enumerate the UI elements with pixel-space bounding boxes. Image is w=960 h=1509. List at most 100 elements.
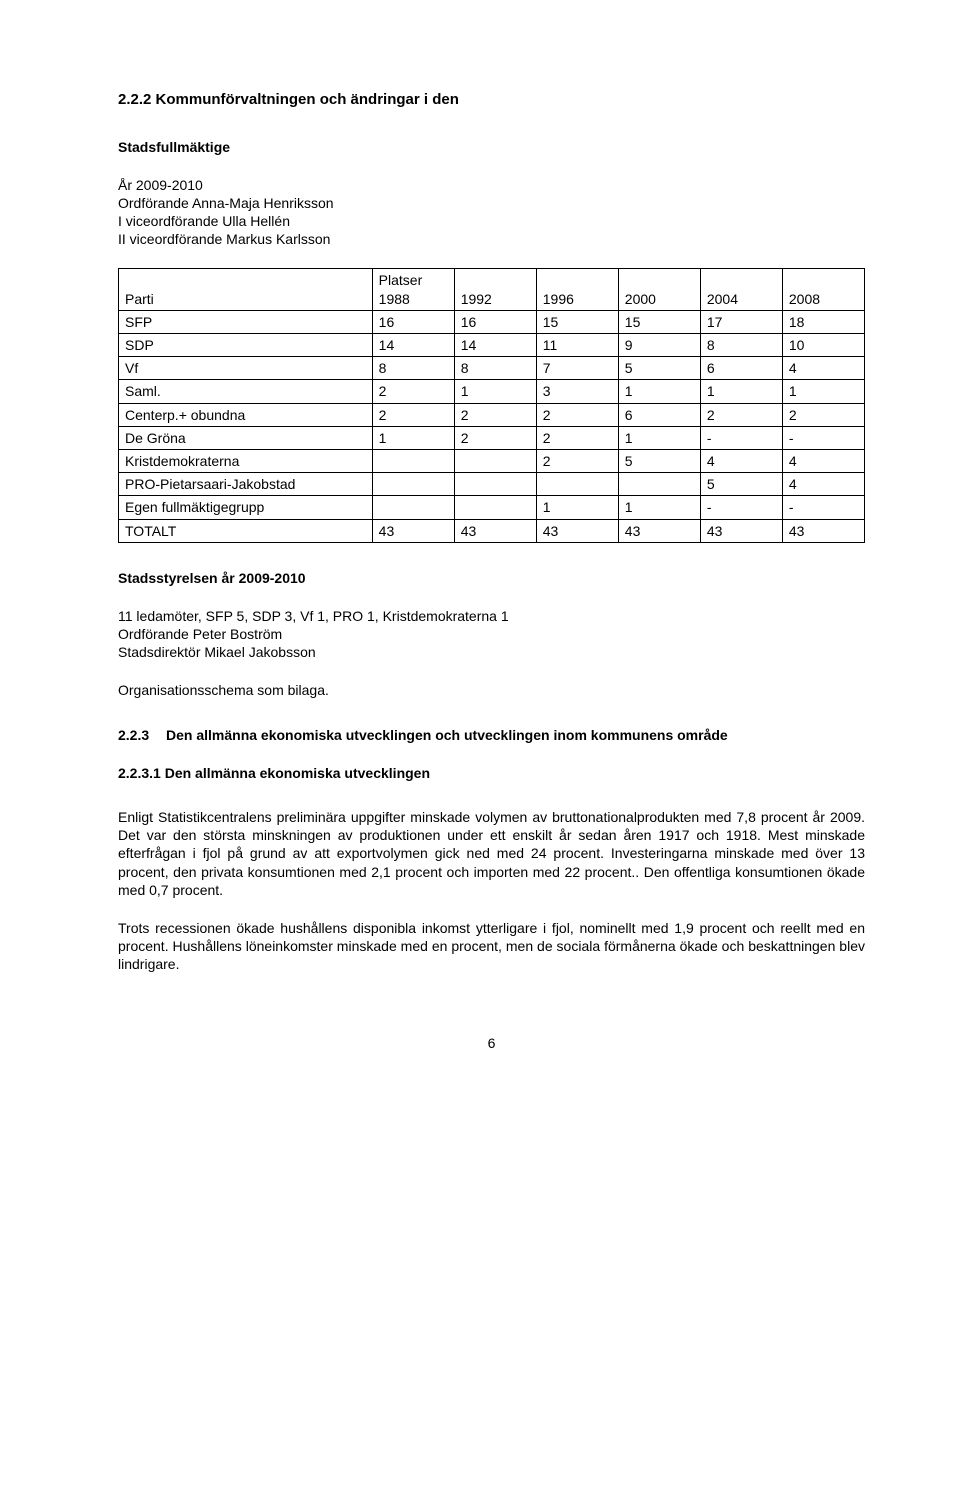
table-row: Kristdemokraterna2544	[119, 449, 865, 472]
cell: 17	[700, 310, 782, 333]
cell	[454, 473, 536, 496]
cell: 1	[454, 380, 536, 403]
cell: 14	[454, 334, 536, 357]
heading-223-num: 2.2.3	[118, 726, 166, 744]
row-label: De Gröna	[119, 426, 373, 449]
row-label: Kristdemokraterna	[119, 449, 373, 472]
cell: 9	[618, 334, 700, 357]
cell: -	[700, 426, 782, 449]
year-col-3: 2000	[618, 269, 700, 310]
cell: 15	[536, 310, 618, 333]
row-label: PRO-Pietarsaari-Jakobstad	[119, 473, 373, 496]
table-header-row: Parti Platser 1988 1992 1996 2000 2004 2…	[119, 269, 865, 310]
year-col-5: 2008	[782, 269, 864, 310]
viceordforande2-line: II viceordförande Markus Karlsson	[118, 230, 865, 248]
table-row: Vf887564	[119, 357, 865, 380]
year-label: 1988	[379, 291, 410, 307]
platser-label: Platser	[379, 272, 423, 288]
table-row: Saml.213111	[119, 380, 865, 403]
year-col-0: Platser 1988	[372, 269, 454, 310]
cell: 5	[618, 449, 700, 472]
cell: 18	[782, 310, 864, 333]
paragraph-1: Enligt Statistikcentralens preliminära u…	[118, 808, 865, 899]
cell: 43	[700, 519, 782, 542]
row-label: SDP	[119, 334, 373, 357]
cell: 4	[782, 449, 864, 472]
cell: 2	[700, 403, 782, 426]
cell: 2	[372, 403, 454, 426]
cell	[372, 496, 454, 519]
cell: 5	[618, 357, 700, 380]
cell	[454, 496, 536, 519]
cell	[372, 449, 454, 472]
cell: 14	[372, 334, 454, 357]
cell: 2	[782, 403, 864, 426]
year-col-1: 1992	[454, 269, 536, 310]
cell: 6	[618, 403, 700, 426]
year-col-2: 1996	[536, 269, 618, 310]
row-label: TOTALT	[119, 519, 373, 542]
cell	[454, 449, 536, 472]
cell: 7	[536, 357, 618, 380]
cell: 43	[782, 519, 864, 542]
cell: 2	[536, 426, 618, 449]
cell: 1	[536, 496, 618, 519]
row-label: Centerp.+ obundna	[119, 403, 373, 426]
table-row: De Gröna1221--	[119, 426, 865, 449]
cell	[372, 473, 454, 496]
cell: 1	[618, 496, 700, 519]
cell: 43	[372, 519, 454, 542]
cell: 1	[618, 426, 700, 449]
table-row: PRO-Pietarsaari-Jakobstad 54	[119, 473, 865, 496]
viceordforande1-line: I viceordförande Ulla Hellén	[118, 212, 865, 230]
cell: -	[782, 496, 864, 519]
row-label: Saml.	[119, 380, 373, 403]
row-label: Vf	[119, 357, 373, 380]
cell: 5	[700, 473, 782, 496]
cell: -	[782, 426, 864, 449]
ledamoter-line: 11 ledamöter, SFP 5, SDP 3, Vf 1, PRO 1,…	[118, 607, 865, 625]
cell: -	[700, 496, 782, 519]
cell: 2	[454, 426, 536, 449]
cell: 4	[782, 473, 864, 496]
heading-223-text: Den allmänna ekonomiska utvecklingen och…	[166, 726, 728, 744]
page-number: 6	[118, 1034, 865, 1052]
cell: 4	[782, 357, 864, 380]
row-label: Egen fullmäktigegrupp	[119, 496, 373, 519]
cell: 2	[536, 449, 618, 472]
table-row: TOTALT434343434343	[119, 519, 865, 542]
cell	[618, 473, 700, 496]
table-row: Egen fullmäktigegrupp11--	[119, 496, 865, 519]
cell: 43	[454, 519, 536, 542]
stadsfullmaktige-heading: Stadsfullmäktige	[118, 138, 865, 156]
cell: 1	[372, 426, 454, 449]
cell: 1	[782, 380, 864, 403]
heading-222: 2.2.2 Kommunförvaltningen och ändringar …	[118, 90, 865, 110]
cell: 2	[372, 380, 454, 403]
cell: 2	[454, 403, 536, 426]
cell: 8	[372, 357, 454, 380]
cell: 1	[618, 380, 700, 403]
ordforande-peter-line: Ordförande Peter Boström	[118, 625, 865, 643]
cell: 8	[700, 334, 782, 357]
year-line: År 2009-2010	[118, 176, 865, 194]
paragraph-2: Trots recessionen ökade hushållens dispo…	[118, 919, 865, 974]
table-row: SFP161615151718	[119, 310, 865, 333]
row-label: SFP	[119, 310, 373, 333]
party-seats-table: Parti Platser 1988 1992 1996 2000 2004 2…	[118, 268, 865, 542]
cell: 1	[700, 380, 782, 403]
heading-2231: 2.2.3.1 Den allmänna ekonomiska utveckli…	[118, 764, 865, 782]
cell: 15	[618, 310, 700, 333]
cell: 4	[700, 449, 782, 472]
cell: 6	[700, 357, 782, 380]
table-row: SDP1414119810	[119, 334, 865, 357]
stadsstyrelsen-heading: Stadsstyrelsen år 2009-2010	[118, 569, 865, 587]
cell: 3	[536, 380, 618, 403]
table-row: Centerp.+ obundna222622	[119, 403, 865, 426]
year-col-4: 2004	[700, 269, 782, 310]
cell: 43	[536, 519, 618, 542]
cell: 2	[536, 403, 618, 426]
cell: 43	[618, 519, 700, 542]
parti-header: Parti	[119, 269, 373, 310]
cell: 10	[782, 334, 864, 357]
